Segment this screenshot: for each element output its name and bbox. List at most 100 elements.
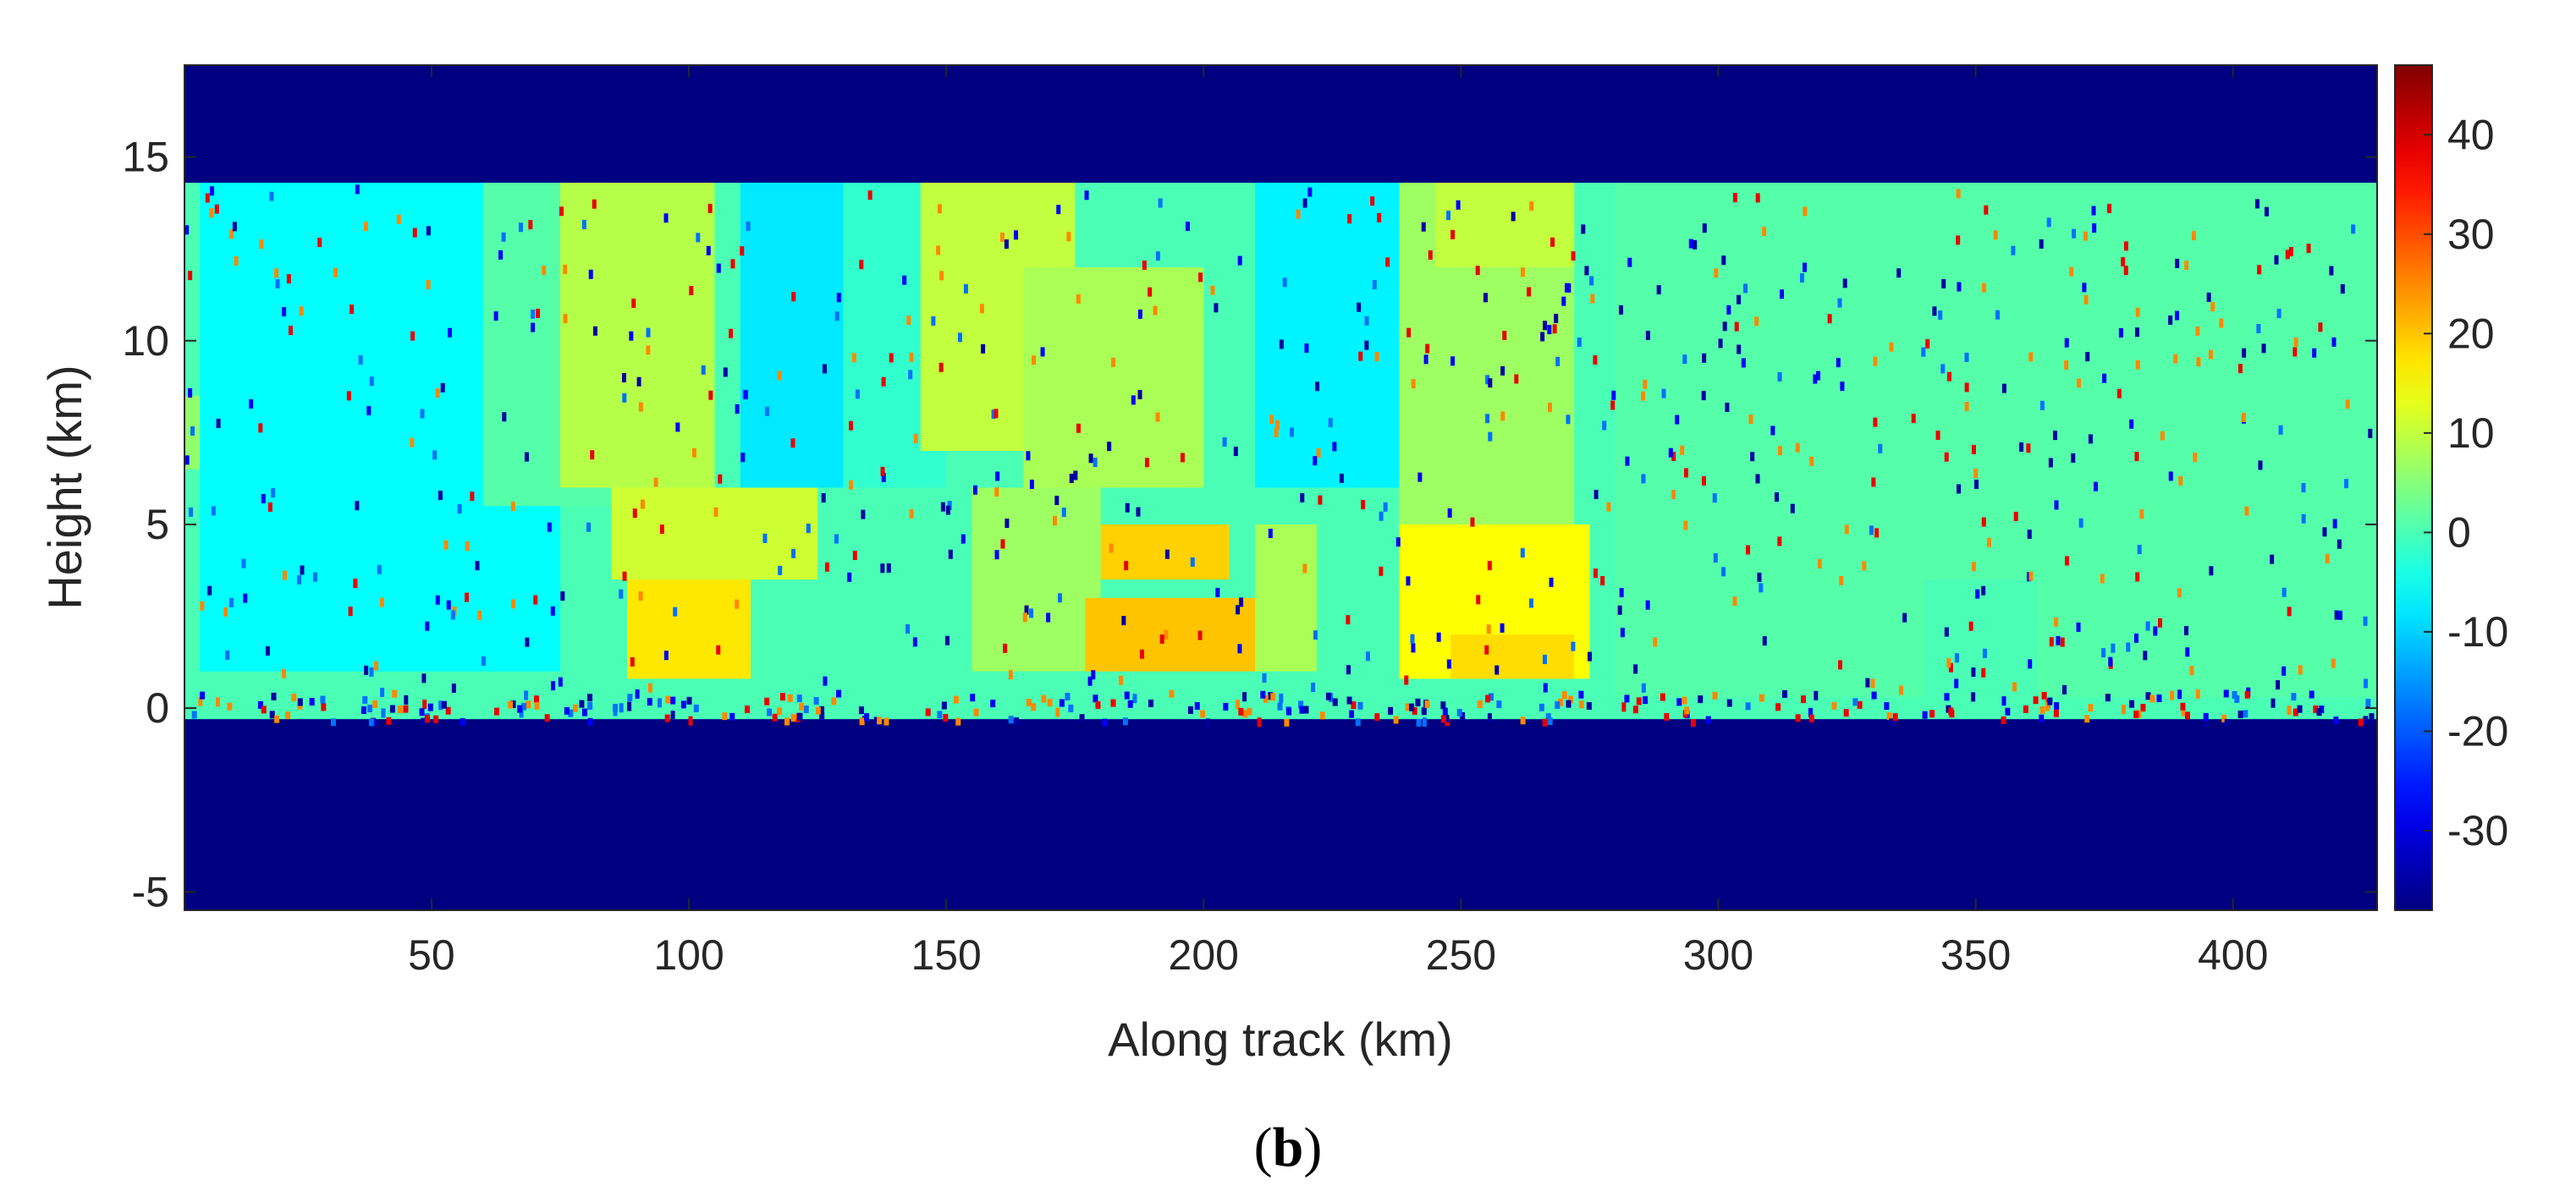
noise-speckle	[2060, 637, 2065, 647]
noise-speckle	[632, 508, 637, 519]
noise-speckle	[228, 597, 234, 607]
noise-speckle	[421, 673, 427, 684]
surface-speckle	[1520, 717, 1526, 725]
noise-speckle	[1842, 278, 1847, 288]
noise-speckle	[2334, 610, 2339, 620]
noise-speckle	[1750, 452, 1755, 462]
surface-speckle	[1047, 699, 1053, 707]
surface-speckle	[1726, 699, 1732, 707]
noise-speckle	[2237, 364, 2243, 374]
noise-speckle	[420, 409, 425, 419]
surface-speckle	[1871, 691, 1877, 700]
surface-speckle	[544, 714, 550, 722]
surface-speckle	[2084, 715, 2090, 723]
noise-speckle	[1577, 337, 1582, 347]
noise-speckle	[1046, 612, 1051, 623]
surface-speckle	[1242, 710, 1248, 718]
surface-speckle	[587, 717, 593, 726]
surface-speckle	[1477, 700, 1483, 708]
noise-speckle	[493, 311, 498, 321]
noise-speckle	[2210, 302, 2215, 312]
surface-speckle	[1424, 700, 1430, 708]
noise-speckle	[1874, 528, 1880, 538]
surface-speckle	[1263, 695, 1269, 703]
noise-speckle	[592, 326, 597, 336]
noise-speckle	[2026, 443, 2031, 453]
noise-speckle	[851, 353, 856, 363]
noise-speckle	[622, 372, 627, 382]
noise-speckle	[267, 502, 272, 512]
surface-speckle	[1247, 707, 1252, 716]
noise-speckle	[1873, 417, 1878, 427]
noise-speckle	[1137, 309, 1142, 319]
noise-speckle	[1878, 443, 1883, 453]
noise-speckle	[438, 700, 443, 711]
surface-speckle	[392, 689, 398, 698]
noise-speckle	[581, 219, 586, 229]
noise-speckle	[836, 293, 841, 303]
surface-speckle	[1801, 695, 1807, 704]
noise-speckle	[502, 412, 507, 422]
noise-speckle	[1925, 338, 1930, 349]
surface-speckle	[510, 700, 516, 708]
noise-speckle	[936, 245, 941, 255]
noise-speckle	[2312, 348, 2317, 358]
noise-speckle	[1668, 448, 1673, 458]
surface-speckle	[2358, 718, 2364, 727]
noise-speckle	[1633, 664, 1638, 674]
noise-speckle	[355, 501, 360, 511]
noise-speckle	[551, 681, 556, 691]
surface-speckle	[1485, 695, 1491, 703]
x-axis-label: Along track (km)	[1108, 1013, 1453, 1066]
noise-speckle	[1289, 427, 1294, 437]
surface-speckle	[386, 717, 392, 725]
y-tick-label: 5	[146, 501, 169, 548]
surface-speckle	[1795, 714, 1801, 722]
surface-speckle	[1041, 695, 1047, 703]
surface-speckle	[941, 701, 947, 710]
noise-speckle	[939, 271, 944, 281]
surface-speckle	[2291, 693, 2297, 701]
noise-speckle	[1029, 608, 1034, 618]
surface-speckle	[1405, 703, 1411, 711]
noise-speckle	[716, 263, 721, 273]
surface-speckle	[2005, 707, 2011, 716]
noise-speckle	[1302, 198, 1307, 208]
noise-speckle	[209, 208, 214, 218]
x-tick-label: 350	[1940, 931, 2011, 979]
noise-speckle	[2242, 413, 2247, 423]
surface-speckle	[2136, 710, 2142, 718]
noise-speckle	[631, 299, 636, 309]
noise-speckle	[991, 409, 996, 420]
noise-speckle	[2064, 338, 2069, 348]
noise-speckle	[2137, 545, 2142, 555]
surface-speckle	[2039, 714, 2045, 722]
surface-speckle	[1440, 715, 1446, 723]
surface-speckle	[403, 705, 409, 713]
noise-speckle	[2256, 323, 2261, 333]
colorbar-gradient	[2394, 64, 2433, 911]
noise-speckle	[2337, 610, 2342, 620]
noise-speckle	[2287, 706, 2292, 716]
noise-speckle	[1061, 508, 1066, 518]
noise-speckle	[265, 645, 270, 656]
noise-speckle	[2083, 231, 2088, 241]
noise-speckle	[1222, 437, 1227, 447]
surface-speckle	[362, 695, 368, 704]
noise-speckle	[1683, 520, 1688, 530]
surface-speckle	[1558, 698, 1564, 706]
noise-speckle	[1813, 374, 1818, 384]
noise-speckle	[1395, 537, 1401, 547]
noise-speckle	[1964, 382, 1969, 393]
noise-speckle	[1993, 230, 1998, 240]
surface-speckle	[722, 712, 728, 721]
noise-speckle	[1701, 391, 1706, 401]
noise-speckle	[1268, 529, 1273, 539]
noise-speckle	[558, 677, 563, 687]
noise-speckle	[729, 328, 734, 338]
noise-speckle	[410, 331, 416, 341]
surface-speckle	[1187, 706, 1193, 714]
surface-speckle	[777, 707, 783, 716]
noise-speckle	[905, 623, 911, 634]
surface-speckle	[508, 700, 514, 709]
